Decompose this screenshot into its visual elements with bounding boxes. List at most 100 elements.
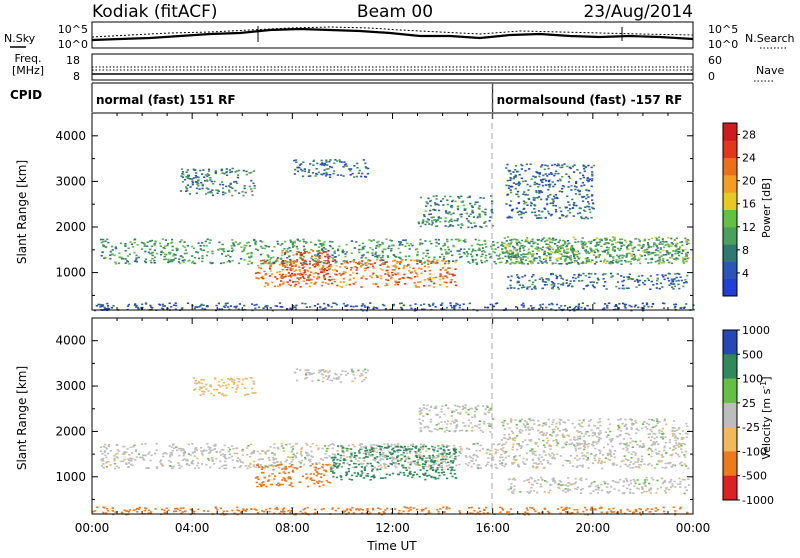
scatter-cell [509, 285, 511, 287]
scatter-cell [270, 307, 272, 309]
scatter-cell [513, 249, 515, 251]
scatter-cell [272, 462, 274, 464]
scatter-cell [224, 468, 226, 470]
scatter-cell [438, 453, 440, 455]
scatter-cell [271, 273, 273, 275]
scatter-cell [351, 479, 353, 481]
scatter-cell [440, 448, 442, 450]
scatter-cell [666, 252, 668, 254]
scatter-cell [475, 259, 477, 261]
scatter-cell [258, 466, 260, 468]
scatter-cell [375, 247, 377, 249]
scatter-cell [480, 260, 482, 262]
scatter-cell [416, 276, 418, 278]
scatter-cell [619, 250, 621, 252]
scatter-cell [595, 245, 597, 247]
scatter-cell [522, 285, 524, 287]
scatter-cell [473, 443, 475, 445]
scatter-cell [555, 171, 557, 173]
scatter-cell [326, 480, 328, 482]
scatter-cell [282, 447, 284, 449]
scatter-cell [271, 282, 273, 284]
scatter-cell [454, 262, 456, 264]
scatter-cell [269, 259, 271, 261]
scatter-cell [361, 443, 363, 445]
scatter-cell [451, 239, 453, 241]
scatter-cell [682, 250, 684, 252]
scatter-cell [389, 458, 391, 460]
scatter-cell [629, 467, 631, 469]
scatter-cell [508, 246, 510, 248]
scatter-cell [583, 177, 585, 179]
scatter-cell [532, 284, 534, 286]
scatter-cell [620, 260, 622, 262]
scatter-cell [588, 467, 590, 469]
scatter-cell [632, 250, 634, 252]
scatter-cell [289, 261, 291, 263]
scatter-cell [638, 275, 640, 277]
scatter-cell [657, 250, 659, 252]
scatter-cell [309, 459, 311, 461]
scatter-cell [566, 195, 568, 197]
scatter-cell [529, 261, 531, 263]
scatter-cell [254, 187, 256, 189]
scatter-cell [457, 250, 459, 252]
scatter-cell [244, 188, 246, 190]
power-colorbar-segment [723, 244, 737, 262]
scatter-cell [305, 473, 307, 475]
scatter-cell [293, 263, 295, 265]
scatter-cell [268, 459, 270, 461]
scatter-cell [424, 224, 426, 226]
scatter-cell [167, 259, 169, 261]
scatter-cell [424, 479, 426, 481]
scatter-cell [414, 451, 416, 453]
scatter-cell [330, 257, 332, 259]
scatter-cell [604, 462, 606, 464]
scatter-cell [398, 268, 400, 270]
scatter-cell [356, 167, 358, 169]
scatter-cell [192, 184, 194, 186]
scatter-cell [286, 459, 288, 461]
scatter-cell [401, 458, 403, 460]
scatter-cell [528, 280, 530, 282]
scatter-cell [603, 285, 605, 287]
scatter-cell [186, 171, 188, 173]
scatter-cell [545, 278, 547, 280]
scatter-cell [678, 248, 680, 250]
scatter-cell [415, 455, 417, 457]
scatter-cell [504, 237, 506, 239]
scatter-cell [107, 308, 109, 310]
scatter-cell [255, 466, 257, 468]
scatter-cell [476, 263, 478, 265]
scatter-cell [372, 459, 374, 461]
scatter-cell [410, 444, 412, 446]
scatter-cell [642, 443, 644, 445]
scatter-cell [315, 173, 317, 175]
scatter-cell [326, 174, 328, 176]
scatter-cell [358, 245, 360, 247]
scatter-cell [586, 194, 588, 196]
scatter-cell [381, 467, 383, 469]
scatter-cell [253, 450, 255, 452]
scatter-cell [246, 174, 248, 176]
scatter-cell [523, 191, 525, 193]
scatter-cell [116, 465, 118, 467]
scatter-cell [178, 448, 180, 450]
scatter-cell [333, 173, 335, 175]
scatter-cell [510, 173, 512, 175]
scatter-cell [467, 227, 469, 229]
scatter-cell [346, 448, 348, 450]
scatter-cell [660, 241, 662, 243]
scatter-cell [205, 464, 207, 466]
scatter-cell [235, 448, 237, 450]
scatter-cell [422, 258, 424, 260]
scatter-cell [199, 170, 201, 172]
scatter-cell [362, 243, 364, 245]
scatter-cell [527, 423, 529, 425]
scatter-cell [681, 465, 683, 467]
scatter-cell [343, 462, 345, 464]
scatter-cell [590, 248, 592, 250]
scatter-cell [553, 201, 555, 203]
scatter-cell [220, 454, 222, 456]
scatter-cell [569, 460, 571, 462]
